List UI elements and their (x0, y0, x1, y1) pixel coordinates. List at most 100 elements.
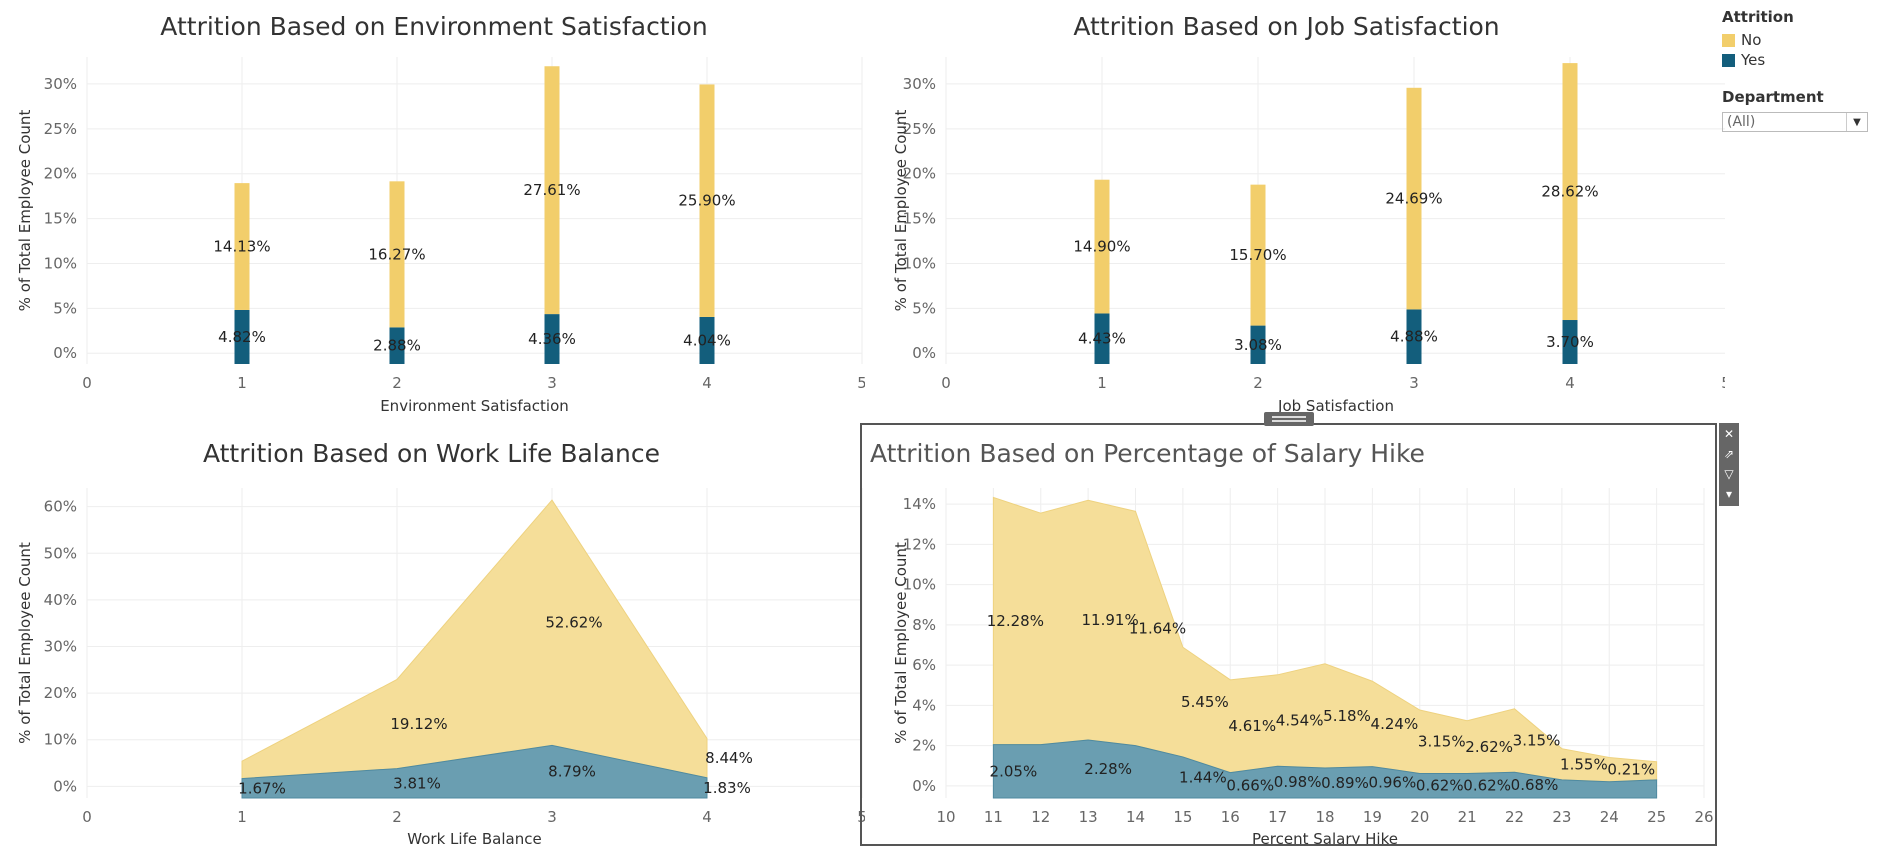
x-tick-label: 2 (392, 808, 402, 826)
y-tick-label: 60% (44, 498, 77, 516)
y-tick-label: 30% (903, 75, 936, 93)
x-tick-label: 0 (941, 374, 951, 392)
x-axis-label: Environment Satisfaction (380, 397, 569, 415)
move-handle[interactable] (1264, 412, 1314, 426)
goto-sheet-icon[interactable]: ⇗ (1723, 447, 1735, 461)
bar-no (1406, 87, 1422, 310)
data-label-no: 2.62% (1465, 738, 1513, 756)
x-tick-label: 4 (702, 808, 712, 826)
data-label-yes: 2.88% (373, 337, 421, 355)
department-filter-dropdown[interactable]: (All) ▼ (1722, 112, 1868, 132)
y-tick-label: 25% (44, 120, 77, 138)
data-label-yes: 1.44% (1179, 768, 1227, 786)
legend-swatch-no (1722, 33, 1735, 47)
data-label-yes: 4.82% (218, 328, 266, 346)
data-label-no: 16.27% (368, 245, 425, 263)
x-tick-label: 5 (857, 374, 865, 392)
y-axis-label: % of Total Employee Count (16, 542, 34, 744)
y-tick-label: 4% (912, 696, 936, 714)
bar-yes (1562, 320, 1578, 364)
bar-yes (1094, 313, 1110, 364)
bar-no (1562, 63, 1578, 321)
data-label-no: 27.61% (523, 181, 580, 199)
data-label-yes: 1.83% (703, 779, 751, 797)
y-tick-label: 5% (53, 299, 77, 317)
chart-svg[interactable]: 0 1 2 3 4 50%10%20%30%40%50%60%Work Life Bala… (0, 423, 867, 855)
y-tick-label: 15% (903, 210, 936, 228)
sheet-toolbar: ✕ ⇗ ▽ ▾ (1719, 423, 1739, 506)
data-label-no: 3.15% (1513, 732, 1561, 750)
x-tick-label: 24 (1600, 808, 1619, 826)
bar-no (544, 66, 560, 315)
y-tick-label: 0% (53, 344, 77, 362)
area-yes (992, 739, 1658, 799)
close-icon[interactable]: ✕ (1723, 427, 1735, 441)
x-tick-label: 22 (1505, 808, 1524, 826)
more-options-icon[interactable]: ▾ (1725, 487, 1733, 501)
data-label-no: 12.28% (987, 612, 1044, 630)
y-tick-label: 10% (44, 731, 77, 749)
data-label-yes: 3.08% (1234, 336, 1282, 354)
x-tick-label: 17 (1268, 808, 1287, 826)
chart-svg[interactable]: 0 1 2 3 4 5 0% 5% 10% 15% 20% 25% 30% Environment Sat… (0, 0, 867, 420)
data-label-no: 15.70% (1229, 246, 1286, 264)
y-tick-label: 0% (53, 777, 77, 795)
x-tick-label: 21 (1458, 808, 1477, 826)
data-label-yes: 4.36% (528, 330, 576, 348)
y-tick-label: 30% (44, 637, 77, 655)
x-tick-label: 2 (392, 374, 402, 392)
data-label-yes: 0.66% (1226, 776, 1274, 794)
data-label-no: 14.90% (1073, 238, 1130, 256)
data-label-yes: 2.28% (1084, 760, 1132, 778)
data-label-yes: 3.81% (393, 774, 441, 792)
bar-no (1250, 184, 1266, 326)
data-label-yes: 0.62% (1463, 777, 1511, 795)
data-label-yes: 0.89% (1321, 774, 1369, 792)
x-tick-label: 20 (1410, 808, 1429, 826)
bar-no (699, 84, 715, 317)
chart-title: Attrition Based on Percentage of Salary … (870, 439, 1425, 468)
y-tick-label: 10% (903, 254, 936, 272)
x-axis-label: Percent Salary Hike (1252, 830, 1398, 846)
x-tick-label: 1 (237, 808, 247, 826)
x-axis-label: Work Life Balance (407, 830, 541, 848)
data-label-yes: 4.88% (1390, 328, 1438, 346)
chevron-down-icon[interactable]: ▼ (1846, 113, 1867, 131)
work-life-balance-chart: Attrition Based on Work Life Balance 0 1 2… (0, 423, 867, 855)
chart-svg[interactable]: 10 11 12 13 14 15 16 17 18 19 20 21 22 23 24 25 26 0% 2% 4%… (860, 423, 1717, 848)
y-tick-label: 6% (912, 656, 936, 674)
x-tick-label: 26 (1694, 808, 1713, 826)
dropdown-value: (All) (1727, 114, 1756, 130)
filter-icon[interactable]: ▽ (1724, 467, 1734, 481)
chart-title: Attrition Based on Job Satisfaction (1073, 12, 1500, 41)
y-tick-label: 0% (912, 344, 936, 362)
data-label-yes: 4.43% (1078, 330, 1126, 348)
y-tick-label: 30% (44, 75, 77, 93)
data-label-no: 52.62% (545, 614, 602, 632)
x-tick-label: 25 (1647, 808, 1666, 826)
data-label-yes: 2.05% (990, 762, 1038, 780)
x-tick-label: 14 (1126, 808, 1145, 826)
data-label-no: 3.15% (1418, 733, 1466, 751)
data-label-no: 4.24% (1371, 715, 1419, 733)
x-tick-label: 23 (1552, 808, 1571, 826)
y-tick-label: 14% (903, 495, 936, 513)
data-label-no: 24.69% (1385, 190, 1442, 208)
x-tick-label: 10 (936, 808, 955, 826)
legend-item-yes[interactable]: Yes (1722, 50, 1872, 70)
data-label-no: 0.21% (1607, 761, 1655, 779)
chart-svg[interactable]: 0 1 2 3 4 5 0% 5% 10% 15% 20% 25% 30% Job Satisfactio… (860, 0, 1731, 420)
x-axis-label: Job Satisfaction (1277, 397, 1394, 415)
x-tick-label: 16 (1221, 808, 1240, 826)
y-tick-label: 15% (44, 210, 77, 228)
data-label-yes: 4.04% (683, 331, 731, 349)
bar-yes (699, 316, 715, 364)
x-tick-label: 13 (1079, 808, 1098, 826)
legend-item-no[interactable]: No (1722, 30, 1872, 50)
data-label-no: 11.64% (1129, 620, 1186, 638)
legend-title: Attrition (1722, 8, 1794, 26)
legend-swatch-yes (1722, 53, 1735, 67)
y-tick-label: 25% (903, 120, 936, 138)
y-tick-label: 8% (912, 616, 936, 634)
y-axis-label: % of Total Employee Count (892, 542, 910, 744)
